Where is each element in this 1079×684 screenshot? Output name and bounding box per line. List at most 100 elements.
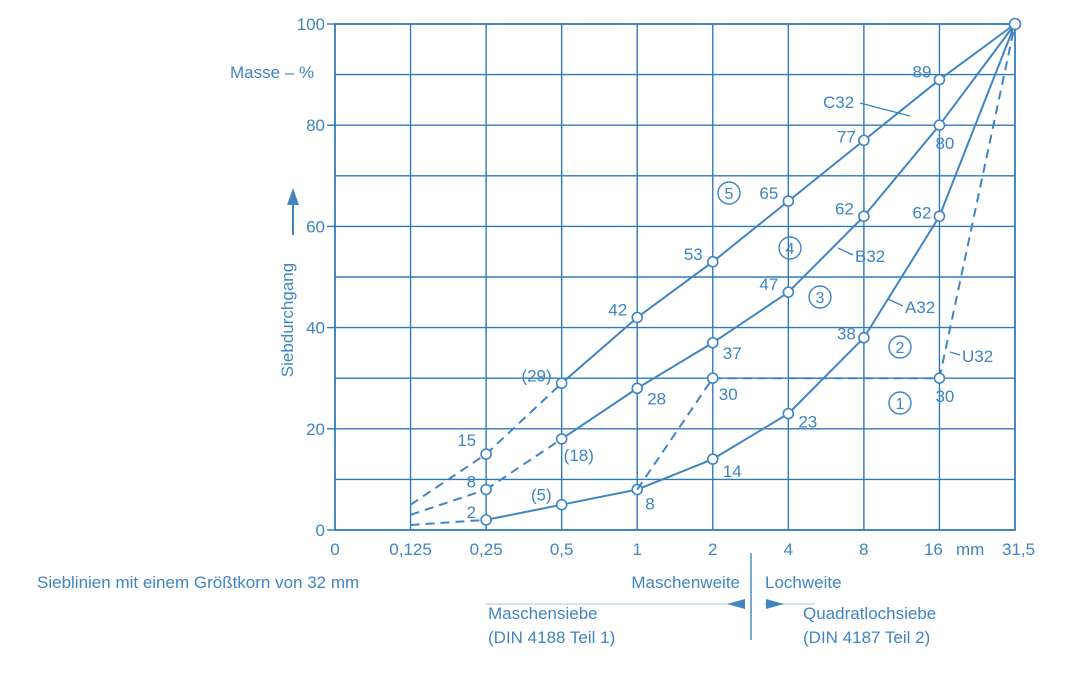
data-point-b32 (631, 382, 644, 395)
data-label-a32: 2 (467, 503, 476, 522)
curve-segment-a32 (863, 215, 941, 339)
curve-segment-a32 (712, 412, 789, 461)
legend-maschensiebe: Maschensiebe (488, 604, 598, 623)
data-label-a32: 62 (913, 203, 932, 222)
x-tick-label: 4 (784, 540, 793, 559)
x-tick-label: 0,25 (470, 540, 503, 559)
legend-maschenweite: Maschenweite (631, 573, 740, 592)
x-tick-label: 8 (859, 540, 868, 559)
series-leader-u32 (949, 351, 961, 356)
data-point-c32 (933, 73, 946, 86)
data-label-b32: (18) (564, 446, 594, 465)
region-marker-circle (808, 285, 832, 309)
region-marker-label: 1 (896, 396, 905, 413)
curve-segment-c32 (409, 453, 487, 506)
data-point-c32 (706, 256, 719, 268)
data-point-b32 (858, 210, 870, 223)
chart-caption: Sieblinien mit einem Größtkorn von 32 mm (37, 573, 359, 592)
data-label-b32: 62 (835, 199, 854, 218)
region-marker-label: 2 (896, 340, 905, 357)
data-point-c32 (782, 195, 795, 207)
curve-segment-c32 (636, 261, 714, 319)
x-tick-label: 1 (632, 540, 641, 559)
data-point-u32 (933, 372, 946, 385)
curve-segment-b32 (863, 124, 941, 217)
data-point-a32 (555, 498, 568, 511)
data-label-a32: 8 (645, 495, 654, 514)
data-label-c32: 53 (684, 245, 703, 264)
data-point-c32 (480, 448, 492, 460)
data-point-a32 (782, 407, 795, 420)
legend-din4188: (DIN 4188 Teil 1) (488, 628, 615, 647)
curve-segment-b32 (938, 23, 1016, 126)
data-label-u32: 30 (719, 385, 738, 404)
curve-segment-b32 (712, 291, 789, 344)
data-point-c32 (555, 377, 568, 390)
data-point-c32 (631, 311, 644, 324)
curve-segment-b32 (485, 438, 563, 491)
x-tick-label: 16 (924, 540, 943, 559)
data-point-a32 (706, 453, 719, 465)
series-name-u32: U32 (962, 347, 993, 366)
data-point-u32 (706, 372, 719, 385)
legend-left-arrow (727, 599, 745, 609)
region-marker-circle (778, 236, 802, 260)
data-point-a32 (933, 210, 946, 223)
data-label-c32: 65 (759, 184, 778, 203)
curve-segment-b32 (636, 341, 714, 390)
curve-segment-b32 (561, 387, 638, 440)
data-label-b32: 28 (647, 389, 666, 408)
series-name-c32: C32 (823, 93, 854, 112)
region-marker-label: 3 (816, 290, 825, 307)
data-point-b32 (706, 336, 719, 349)
x-unit-label: mm (956, 540, 984, 559)
curve-segment-a32 (787, 337, 865, 415)
curve-segment-a32 (938, 23, 1016, 217)
series-leader-a32 (887, 298, 904, 307)
curve-segment-c32 (787, 139, 865, 202)
data-label-u32: 30 (935, 387, 954, 406)
y-tick-label: 100 (297, 15, 325, 34)
region-marker-circle (888, 335, 912, 359)
series-name-a32: A32 (905, 298, 935, 317)
series-name-b32: B32 (855, 247, 885, 266)
curve-segment-u32 (938, 23, 1016, 379)
y-tick-label: 80 (306, 116, 325, 135)
data-label-c32: 89 (913, 63, 932, 82)
data-point-b32 (555, 433, 568, 445)
curve-segment-a32 (410, 518, 487, 526)
curve-segment-c32 (712, 200, 789, 263)
data-label-a32: (5) (531, 486, 552, 505)
data-point-top (1008, 17, 1022, 31)
data-point-b32 (480, 483, 492, 496)
curve-segment-b32 (410, 488, 487, 516)
curve-segment-c32 (938, 23, 1016, 81)
x-tick-label: 0,125 (389, 540, 432, 559)
data-label-b32: 37 (723, 344, 742, 363)
y-tick-label: 60 (306, 217, 325, 236)
y-tick-label: 0 (316, 521, 325, 540)
curve-segment-c32 (485, 382, 563, 455)
curve-segment-c32 (561, 316, 638, 385)
data-label-a32: 23 (798, 413, 817, 432)
x-tick-label: 0 (330, 540, 339, 559)
data-label-b32: 47 (759, 275, 778, 294)
curve-segment-a32 (485, 503, 562, 521)
curve-segment-u32 (636, 377, 714, 491)
data-label-c32: (29) (521, 366, 551, 385)
legend-right-arrow (766, 599, 784, 609)
data-label-c32: 42 (608, 300, 627, 319)
curve-segment-a32 (636, 458, 714, 491)
legend-quadratlochsiebe: Quadratlochsiebe (803, 604, 936, 623)
legend-lochweite: Lochweite (765, 573, 842, 592)
data-label-c32: 15 (457, 431, 476, 450)
region-marker-circle (888, 391, 912, 415)
data-label-b32: 8 (467, 473, 476, 492)
region-marker-label: 4 (786, 241, 795, 258)
data-point-c32 (858, 134, 870, 147)
data-label-a32: 14 (723, 462, 742, 481)
y-axis-arrow-head (287, 188, 299, 205)
region-marker-label: 5 (725, 186, 734, 203)
legend-din4187: (DIN 4187 Teil 2) (803, 628, 930, 647)
